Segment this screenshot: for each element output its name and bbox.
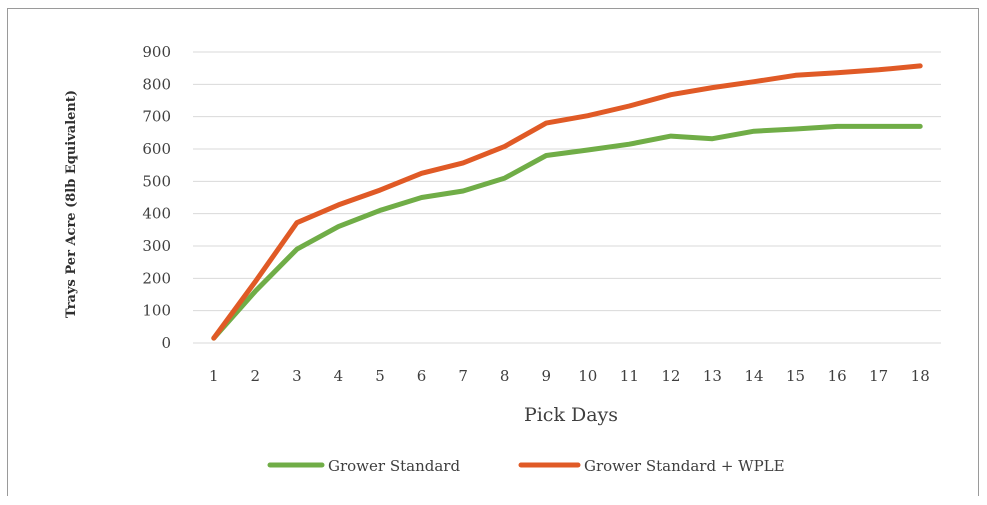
x-axis-title: Pick Days xyxy=(524,404,618,426)
series-lines xyxy=(211,63,923,341)
y-tick-label: 900 xyxy=(142,43,171,61)
x-tick-label: 6 xyxy=(417,367,427,385)
x-tick-label: 11 xyxy=(620,367,639,385)
x-tick-label: 5 xyxy=(375,367,385,385)
y-tick-label: 100 xyxy=(142,302,171,320)
legend-label-2: Grower Standard + WPLE xyxy=(584,457,785,475)
chart-frame xyxy=(7,8,979,496)
y-tick-label: 500 xyxy=(142,172,171,190)
x-tick-label: 1 xyxy=(209,367,219,385)
x-tick-label: 15 xyxy=(786,367,805,385)
y-tick-label: 800 xyxy=(142,75,171,93)
y-axis-title: Trays Per Acre (8lb Equivalent) xyxy=(64,90,79,318)
x-tick-label: 8 xyxy=(500,367,510,385)
y-tick-label: 0 xyxy=(161,334,171,352)
y-tick-label: 300 xyxy=(142,237,171,255)
x-tick-label: 9 xyxy=(541,367,551,385)
x-tick-label: 12 xyxy=(661,367,680,385)
series-line-1 xyxy=(211,123,923,341)
gridlines xyxy=(193,51,941,344)
legend: Grower Standard Grower Standard + WPLE xyxy=(267,457,785,475)
y-tick-label: 200 xyxy=(142,269,171,287)
y-tick-label: 600 xyxy=(142,140,171,158)
legend-label-1: Grower Standard xyxy=(328,457,460,475)
x-tick-label: 16 xyxy=(828,367,847,385)
x-tick-label: 10 xyxy=(578,367,597,385)
x-tick-label: 4 xyxy=(334,367,344,385)
x-tick-label: 17 xyxy=(869,367,888,385)
x-tick-label: 14 xyxy=(744,367,763,385)
x-tick-label: 3 xyxy=(292,367,302,385)
x-tick-label: 7 xyxy=(458,367,468,385)
y-tick-label: 400 xyxy=(142,205,171,223)
x-tick-label: 2 xyxy=(251,367,261,385)
y-tick-labels: 0 100 200 300 400 500 600 700 800 900 xyxy=(142,43,171,352)
x-tick-label: 18 xyxy=(911,367,930,385)
y-tick-label: 700 xyxy=(142,108,171,126)
x-tick-label: 13 xyxy=(703,367,722,385)
x-tick-labels: 1 2 3 4 5 6 7 8 9 10 11 12 13 14 15 16 17 18 xyxy=(209,367,930,385)
series-line-2 xyxy=(211,63,923,341)
